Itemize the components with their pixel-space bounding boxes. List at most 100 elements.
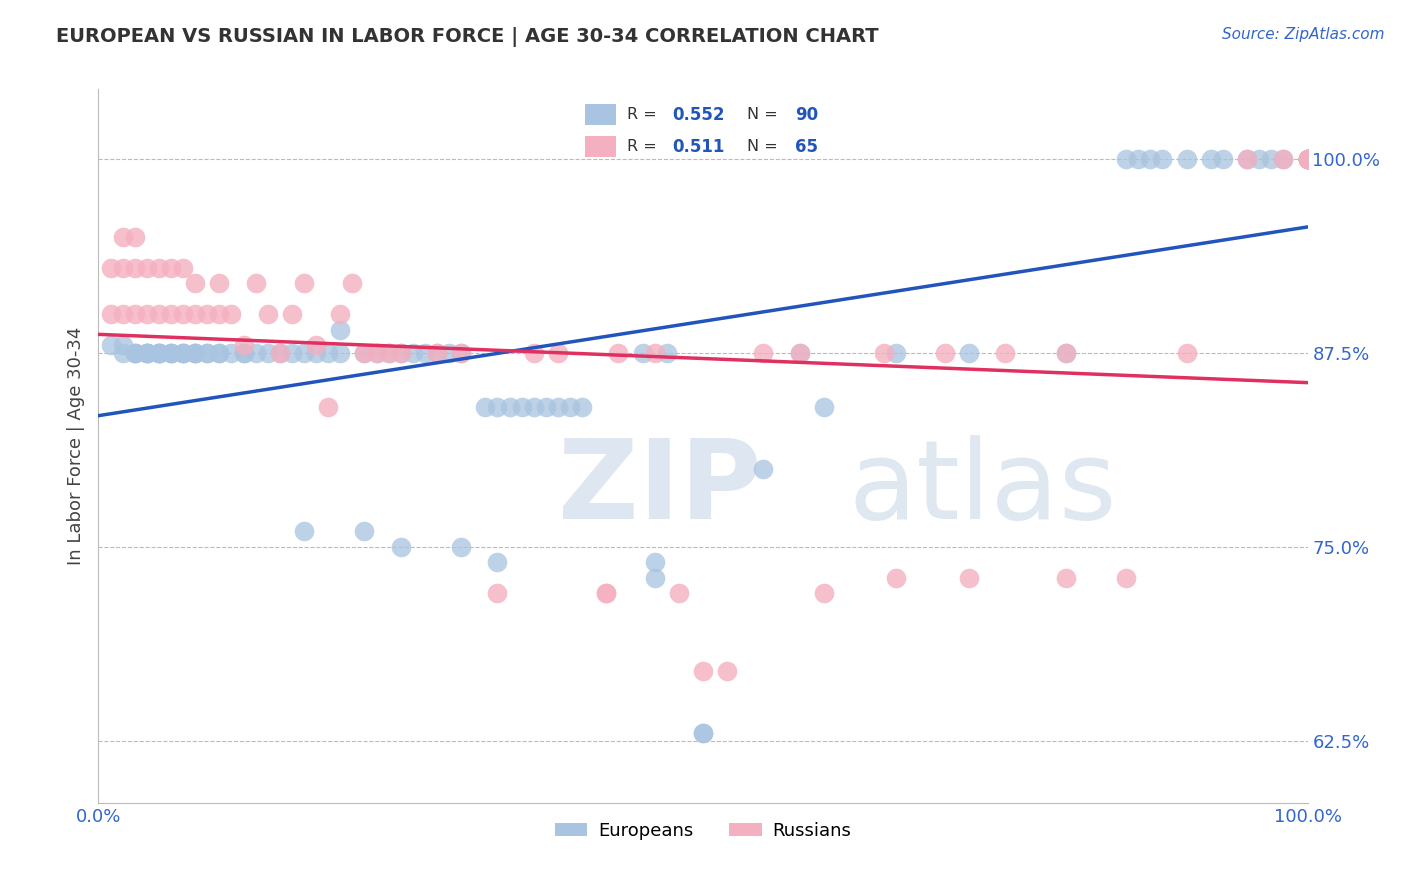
Point [148, 346, 170, 360]
Point [450, 346, 472, 360]
Point [160, 346, 183, 360]
Point [402, 346, 425, 360]
Point [124, 346, 146, 360]
Point [1128, 152, 1150, 166]
Point [789, 346, 811, 360]
Point [221, 307, 243, 321]
Point [353, 524, 375, 539]
Point [1054, 571, 1077, 585]
Point [1272, 152, 1295, 166]
Point [1175, 346, 1198, 360]
Point [160, 307, 183, 321]
Point [886, 571, 908, 585]
Point [135, 346, 157, 360]
Point [329, 346, 352, 360]
Point [1152, 152, 1174, 166]
Text: EUROPEAN VS RUSSIAN IN LABOR FORCE | AGE 30-34 CORRELATION CHART: EUROPEAN VS RUSSIAN IN LABOR FORCE | AGE… [56, 27, 879, 46]
Point [160, 260, 183, 275]
Point [221, 346, 243, 360]
Point [692, 726, 714, 740]
Point [668, 586, 690, 600]
Point [353, 346, 375, 360]
Point [377, 346, 399, 360]
Point [342, 276, 364, 290]
Y-axis label: In Labor Force | Age 30-34: In Labor Force | Age 30-34 [66, 326, 84, 566]
Point [292, 346, 315, 360]
Point [523, 346, 546, 360]
Point [111, 346, 134, 360]
Point [172, 346, 194, 360]
Point [208, 346, 231, 360]
Point [426, 346, 449, 360]
Point [353, 346, 375, 360]
Point [316, 346, 339, 360]
Point [1115, 152, 1137, 166]
Point [316, 401, 339, 415]
Point [366, 346, 388, 360]
Point [498, 401, 520, 415]
Point [1296, 152, 1319, 166]
Point [377, 346, 399, 360]
Point [1175, 152, 1198, 166]
Point [124, 307, 146, 321]
Point [148, 346, 170, 360]
Point [644, 555, 666, 569]
Point [124, 346, 146, 360]
Point [172, 307, 194, 321]
Point [886, 346, 908, 360]
Point [124, 229, 146, 244]
Point [269, 346, 291, 360]
Text: atlas: atlas [848, 435, 1116, 542]
Point [607, 346, 630, 360]
Point [1296, 152, 1319, 166]
Text: ZIP: ZIP [558, 435, 761, 542]
Point [305, 346, 328, 360]
Point [1199, 152, 1222, 166]
Point [111, 229, 134, 244]
Point [160, 346, 183, 360]
Point [389, 346, 412, 360]
Point [100, 307, 122, 321]
Point [135, 307, 157, 321]
Point [124, 260, 146, 275]
Point [389, 540, 412, 554]
Point [486, 586, 509, 600]
Point [813, 586, 835, 600]
Point [957, 346, 980, 360]
Point [437, 346, 460, 360]
Point [184, 346, 207, 360]
Point [281, 346, 304, 360]
Point [232, 346, 254, 360]
Point [208, 276, 231, 290]
Point [692, 726, 714, 740]
Point [124, 346, 146, 360]
Point [558, 401, 581, 415]
Point [172, 260, 194, 275]
Point [1249, 152, 1271, 166]
Point [644, 571, 666, 585]
Point [752, 462, 775, 476]
Point [172, 346, 194, 360]
Point [256, 307, 278, 321]
Point [256, 346, 278, 360]
Point [305, 338, 328, 352]
Point [148, 260, 170, 275]
Point [716, 664, 738, 678]
Point [534, 401, 557, 415]
Point [994, 346, 1017, 360]
Point [1296, 152, 1319, 166]
Point [510, 401, 533, 415]
Point [752, 346, 775, 360]
Point [957, 571, 980, 585]
Point [232, 346, 254, 360]
Point [135, 346, 157, 360]
Point [692, 664, 714, 678]
Point [245, 346, 267, 360]
Point [486, 401, 509, 415]
Point [450, 540, 472, 554]
Point [1139, 152, 1161, 166]
Point [934, 346, 956, 360]
Point [195, 307, 218, 321]
Point [547, 401, 569, 415]
Point [184, 307, 207, 321]
